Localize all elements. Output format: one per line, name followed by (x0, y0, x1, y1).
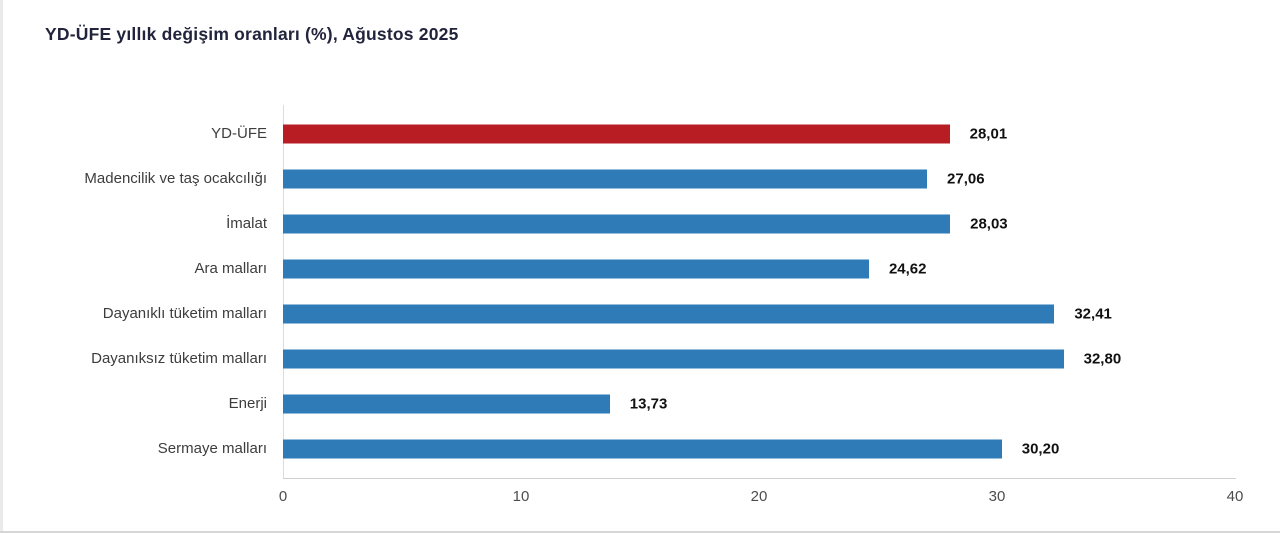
bar-row-imalat: İmalat 28,03 (40, 201, 1235, 246)
bar-yd-ufe (283, 124, 950, 143)
bar-row-dayanikli: Dayanıklı tüketim malları 32,41 (40, 291, 1235, 336)
chart-title: YD-ÜFE yıllık değişim oranları (%), Ağus… (45, 24, 459, 44)
value-label: 13,73 (629, 395, 668, 412)
bar-row-dayaniksiz: Dayanıksız tüketim malları 32,80 (40, 336, 1235, 381)
bar-sermaye (283, 439, 1002, 458)
x-axis-line (283, 478, 1236, 479)
category-label: Enerji (228, 395, 267, 412)
value-label: 28,03 (970, 215, 1008, 232)
category-label: Ara malları (194, 260, 267, 277)
bar-madencilik (283, 169, 928, 188)
x-tick-20: 20 (750, 488, 768, 505)
bar-imalat (283, 214, 951, 233)
category-label: Sermaye malları (157, 440, 267, 457)
bar-track: 32,41 (283, 291, 1235, 336)
x-tick-10: 10 (512, 488, 530, 505)
y-axis-line (283, 105, 284, 478)
bar-row-ara-mallari: Ara malları 24,62 (40, 246, 1235, 291)
value-label: 32,41 (1074, 305, 1112, 322)
bar-enerji (283, 394, 610, 413)
bar-track: 27,06 (283, 156, 1235, 201)
category-label: YD-ÜFE (211, 125, 267, 142)
category-label: Dayanıklı tüketim malları (102, 305, 267, 322)
bar-track: 24,62 (283, 246, 1235, 291)
bar-row-madencilik: Madencilik ve taş ocakcılığı 27,06 (40, 156, 1235, 201)
page-bottom-edge (0, 531, 1280, 533)
bar-row-enerji: Enerji 13,73 (40, 381, 1235, 426)
x-tick-0: 0 (278, 488, 288, 505)
value-label: 30,20 (1021, 440, 1060, 457)
bar-track: 32,80 (283, 336, 1235, 381)
value-label: 27,06 (947, 170, 985, 187)
value-label: 32,80 (1083, 350, 1122, 367)
x-axis-ticks: 0 10 20 30 40 (279, 488, 1244, 508)
bar-dayaniksiz (283, 349, 1064, 368)
bar-track: 30,20 (283, 426, 1235, 471)
category-label: Madencilik ve taş ocakcılığı (84, 170, 267, 187)
value-label: 24,62 (888, 260, 927, 277)
value-label: 28,01 (969, 125, 1008, 142)
category-label: Dayanıksız tüketim malları (91, 350, 267, 367)
bar-chart: YD-ÜFE 28,01 Madencilik ve taş ocakcılığ… (40, 111, 1235, 471)
bar-track: 28,01 (283, 111, 1235, 156)
bar-track: 28,03 (283, 201, 1235, 246)
x-tick-30: 30 (988, 488, 1006, 505)
page-left-edge (0, 0, 3, 533)
category-label: İmalat (226, 215, 267, 232)
bar-ara-mallari (283, 259, 869, 278)
x-tick-40: 40 (1226, 488, 1244, 505)
bar-row-yd-ufe: YD-ÜFE 28,01 (40, 111, 1235, 156)
bar-track: 13,73 (283, 381, 1235, 426)
bar-row-sermaye: Sermaye malları 30,20 (40, 426, 1235, 471)
bar-dayanikli (283, 304, 1055, 323)
